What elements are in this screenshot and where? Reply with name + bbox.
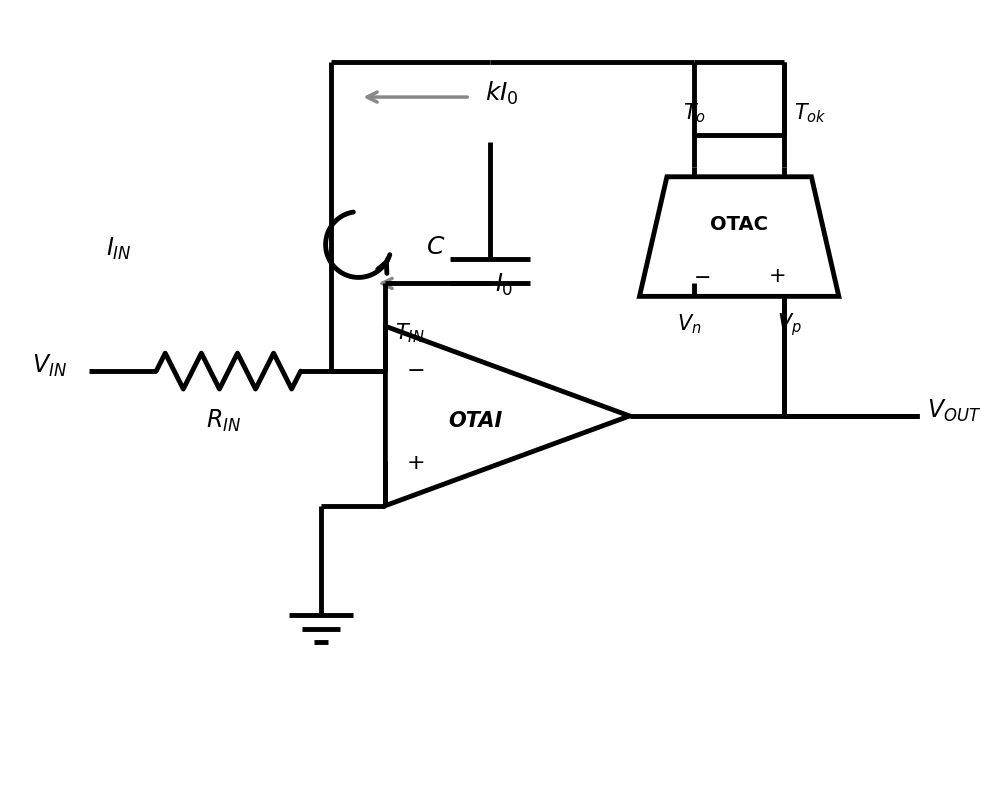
Text: $V_p$: $V_p$ xyxy=(777,311,801,338)
Text: $T_{ok}$: $T_{ok}$ xyxy=(794,101,827,125)
Text: $T_o$: $T_o$ xyxy=(683,101,706,125)
Text: $+$: $+$ xyxy=(406,453,424,473)
Text: $I_{IN}$: $I_{IN}$ xyxy=(106,236,132,262)
Text: $-$: $-$ xyxy=(406,359,424,379)
Text: $-$: $-$ xyxy=(693,267,710,287)
Text: $I_0$: $I_0$ xyxy=(495,272,513,298)
Text: OTAI: OTAI xyxy=(448,411,502,431)
Text: $R_{IN}$: $R_{IN}$ xyxy=(206,408,241,434)
Text: $C$: $C$ xyxy=(426,235,445,259)
Text: $V_n$: $V_n$ xyxy=(677,313,702,336)
Text: $T_{IN}$: $T_{IN}$ xyxy=(395,322,425,345)
Text: $+$: $+$ xyxy=(768,267,786,287)
Text: OTAC: OTAC xyxy=(710,215,768,234)
Text: $V_{IN}$: $V_{IN}$ xyxy=(32,353,67,379)
Text: $kI_0$: $kI_0$ xyxy=(485,80,519,107)
Text: $V_{OUT}$: $V_{OUT}$ xyxy=(927,398,981,424)
